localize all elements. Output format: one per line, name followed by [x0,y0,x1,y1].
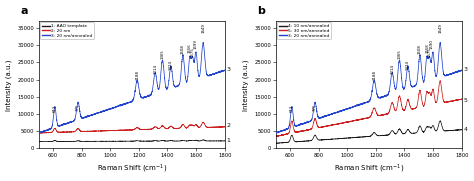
X-axis label: Raman Shift (cm$^{-1}$): Raman Shift (cm$^{-1}$) [97,163,167,175]
Y-axis label: Intensity (a.u.): Intensity (a.u.) [243,59,249,111]
Y-axis label: Intensity (a.u.): Intensity (a.u.) [6,59,12,111]
Text: 613: 613 [53,105,57,112]
Text: 1590: 1590 [429,39,434,49]
Text: 1314: 1314 [390,64,394,74]
Text: 613: 613 [290,105,294,112]
Text: 5: 5 [464,98,468,103]
Legend: 4: 10 nm/annealed, 5: 30 nm/annealed, 3: 20 nm/annealed: 4: 10 nm/annealed, 5: 30 nm/annealed, 3:… [277,22,331,39]
Text: 2: 2 [227,123,231,128]
X-axis label: Raman Shift (cm$^{-1}$): Raman Shift (cm$^{-1}$) [334,163,404,175]
Text: 1556: 1556 [188,43,192,53]
Text: 775: 775 [76,104,80,111]
Text: 1314: 1314 [153,64,157,74]
Text: 1558: 1558 [425,43,429,53]
Text: 1508: 1508 [418,44,422,54]
Legend: 1: AAO template, 2: 20 nm, 3: 20 nm/annealed: 1: AAO template, 2: 20 nm, 3: 20 nm/anne… [40,22,94,39]
Text: a: a [20,6,27,16]
Text: 3: 3 [464,67,468,72]
Text: 1599: 1599 [194,39,198,49]
Text: 775: 775 [313,104,317,111]
Text: 1: 1 [227,138,231,143]
Text: 1508: 1508 [181,44,185,54]
Text: 1649: 1649 [201,23,205,33]
Text: 1365: 1365 [397,49,401,59]
Text: 1188: 1188 [135,70,139,80]
Text: 1575: 1575 [191,47,194,57]
Text: 4: 4 [464,127,468,132]
Text: 1424: 1424 [406,60,410,70]
Text: 1365: 1365 [160,49,164,59]
Text: b: b [257,6,265,16]
Text: 3: 3 [227,67,231,72]
Text: 1575: 1575 [428,47,431,57]
Text: 1424: 1424 [169,60,173,70]
Text: 1188: 1188 [372,70,376,80]
Text: 1649: 1649 [438,23,442,33]
